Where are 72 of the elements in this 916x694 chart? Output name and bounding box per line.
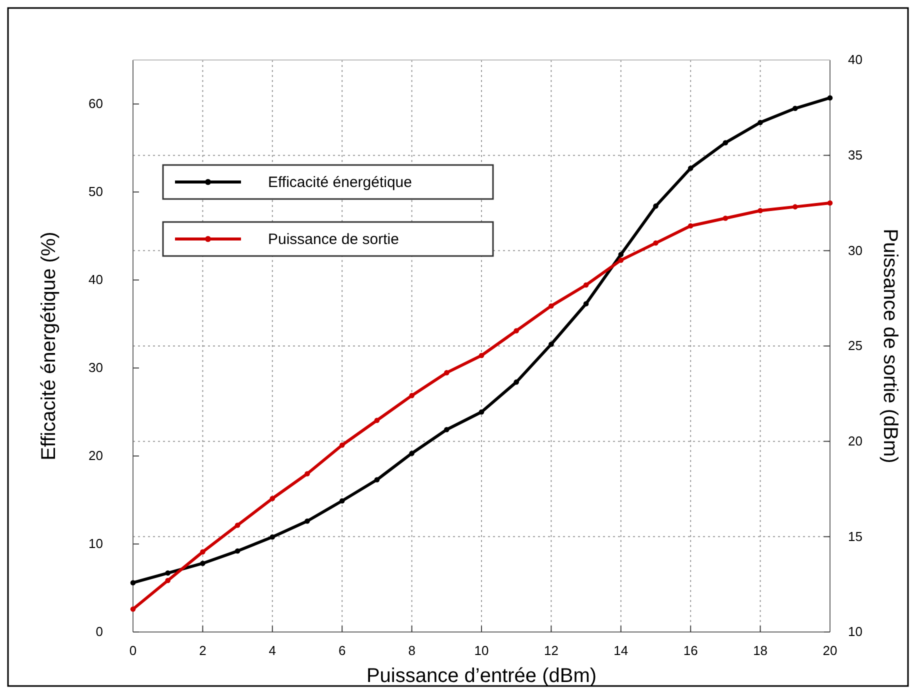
point <box>688 166 694 171</box>
y2-tick-label: 25 <box>848 338 862 354</box>
point <box>792 204 798 210</box>
x-tick-label: 10 <box>474 643 489 658</box>
legend-label: Puissance de sortie <box>268 231 399 248</box>
y-tick-label: 60 <box>88 96 103 112</box>
y2-axis-title: Puissance de sortie (dBm) <box>879 228 901 464</box>
point <box>618 258 624 263</box>
y-tick-label: 10 <box>88 536 103 552</box>
point <box>339 498 345 504</box>
point <box>200 549 206 555</box>
x-tick-label: 12 <box>544 643 558 658</box>
x-tick-label: 4 <box>268 643 276 658</box>
point <box>444 426 450 432</box>
point <box>827 95 833 100</box>
point <box>234 522 240 528</box>
point <box>165 570 170 576</box>
point <box>653 203 658 209</box>
point <box>688 223 694 229</box>
x-axis-title: Puissance d’entrée (dBm) <box>366 665 597 687</box>
x-tick-label: 2 <box>199 643 206 658</box>
point <box>409 392 414 398</box>
point <box>583 301 589 306</box>
point <box>130 606 136 612</box>
point <box>792 106 798 112</box>
x-tick-label: 20 <box>822 643 838 658</box>
x-tick-label: 6 <box>338 643 346 658</box>
x-tick-label: 14 <box>614 643 628 658</box>
point <box>374 418 380 423</box>
y-tick-label: 50 <box>88 184 103 200</box>
point <box>444 370 450 376</box>
point <box>514 379 519 385</box>
point <box>618 252 624 258</box>
y2-tick-label: 35 <box>848 147 862 162</box>
point <box>478 409 484 415</box>
x-tick-label: 16 <box>683 643 698 658</box>
point <box>270 534 276 540</box>
y2-tick-label: 30 <box>848 242 862 258</box>
point <box>758 120 763 126</box>
point <box>409 450 414 456</box>
point <box>130 580 136 586</box>
legend-label: Efficacité énergétique <box>268 174 412 191</box>
point <box>722 140 728 146</box>
y-tick-label: 30 <box>88 360 103 376</box>
point <box>758 208 763 214</box>
y-tick-label: 20 <box>88 448 103 464</box>
point <box>583 282 589 288</box>
point <box>374 477 380 482</box>
point <box>270 496 276 502</box>
point <box>548 342 554 347</box>
point <box>165 578 170 584</box>
point <box>478 352 484 358</box>
point <box>304 518 310 524</box>
x-tick-label: 8 <box>408 643 416 658</box>
point <box>514 328 519 334</box>
point <box>339 442 345 448</box>
point <box>827 200 833 206</box>
x-tick-label: 0 <box>129 643 137 658</box>
point <box>234 548 240 554</box>
y-axis-title: Efficacité énergétique (%) <box>38 232 60 460</box>
point <box>653 240 658 246</box>
y2-tick-label: 10 <box>848 624 862 640</box>
point <box>548 303 554 309</box>
y2-tick-label: 40 <box>848 52 862 68</box>
y-tick-label: 40 <box>88 272 103 288</box>
y2-tick-label: 15 <box>848 528 862 544</box>
point <box>200 560 206 566</box>
x-tick-label: 18 <box>753 643 768 658</box>
y2-tick-label: 20 <box>848 433 862 448</box>
y-tick-label: 0 <box>96 624 103 640</box>
point <box>304 471 310 476</box>
point <box>722 216 728 221</box>
